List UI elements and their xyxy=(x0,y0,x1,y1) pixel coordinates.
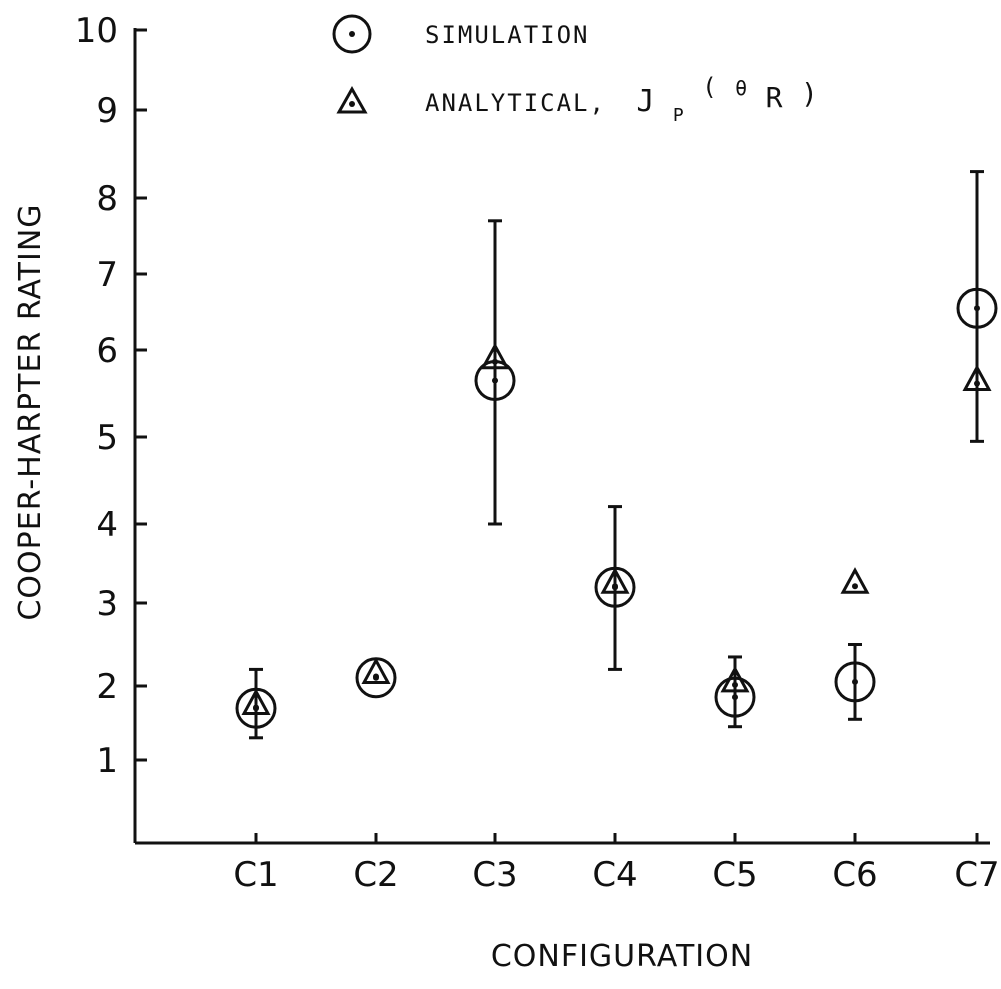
x-tick-label-C4: C4 xyxy=(592,855,637,895)
y-tick-label-6: 6 xyxy=(96,331,118,371)
y-tick-label-5: 5 xyxy=(96,418,118,458)
legend-formula-sub-r: R xyxy=(766,81,785,114)
analytical-point-C3 xyxy=(480,342,510,370)
simulation-point-dot-C5 xyxy=(732,694,738,701)
legend-analytical-marker xyxy=(336,85,368,114)
legend-analytical-label: ANALYTICAL, J P ( θ R ) xyxy=(425,73,820,127)
simulation-point-dot-C6 xyxy=(852,678,858,685)
analytical-point-C2 xyxy=(361,657,391,685)
simulation-point-dot-C1 xyxy=(253,705,259,712)
data-markers xyxy=(235,287,998,729)
y-axis-title: COOPER-HARPTER RATING xyxy=(13,203,48,620)
simulation-point-C1 xyxy=(235,687,277,729)
y-tick-label-3: 3 xyxy=(96,584,118,624)
legend-formula-theta: θ xyxy=(735,76,749,100)
legend: SIMULATION ANALYTICAL, J P ( θ R ) xyxy=(332,14,820,127)
legend-formula-sub-p: P xyxy=(673,105,686,126)
analytical-point-dot-C6 xyxy=(852,583,858,590)
y-tick-label-2: 2 xyxy=(96,667,118,707)
x-axis-title: CONFIGURATION xyxy=(491,939,753,974)
x-tick-label-C7: C7 xyxy=(954,855,999,895)
y-axis-ticks: 1 2 3 4 5 6 7 8 9 10 xyxy=(75,11,147,781)
simulation-point-C6 xyxy=(834,661,876,703)
analytical-point-C6 xyxy=(840,567,870,594)
y-tick-label-7: 7 xyxy=(96,255,118,295)
analytical-point-C7 xyxy=(962,364,992,391)
legend-formula-paren-close: ) xyxy=(801,77,820,110)
x-tick-label-C5: C5 xyxy=(712,855,757,895)
simulation-point-dot-C3 xyxy=(492,377,498,384)
y-tick-label-8: 8 xyxy=(96,179,118,219)
x-tick-label-C6: C6 xyxy=(832,855,877,895)
x-tick-label-C2: C2 xyxy=(353,855,398,895)
analytical-point-dot-C5 xyxy=(732,681,738,688)
y-tick-label-1: 1 xyxy=(96,741,118,781)
legend-analytical-prefix: ANALYTICAL, xyxy=(425,89,606,117)
simulation-point-C4 xyxy=(594,566,636,608)
simulation-point-C2 xyxy=(355,657,397,699)
simulation-point-dot-C4 xyxy=(612,584,618,591)
x-tick-label-C3: C3 xyxy=(472,855,517,895)
simulation-point-dot-C2 xyxy=(373,674,379,681)
simulation-point-C7 xyxy=(956,287,998,329)
legend-simulation-label: SIMULATION xyxy=(425,21,590,49)
x-tick-label-C1: C1 xyxy=(233,855,278,895)
legend-formula-paren-open: ( xyxy=(702,73,718,101)
legend-formula-j: J xyxy=(636,84,656,119)
y-tick-label-9: 9 xyxy=(96,91,118,131)
y-tick-label-10: 10 xyxy=(75,11,118,51)
legend-simulation-marker xyxy=(332,14,372,54)
simulation-point-C3 xyxy=(474,359,516,401)
simulation-point-C5 xyxy=(714,676,756,718)
analytical-point-C4 xyxy=(600,567,630,594)
x-axis-ticks: C1 C2 C3 C4 C5 C6 C7 xyxy=(233,833,1000,895)
simulation-point-dot-C7 xyxy=(974,305,980,312)
analytical-point-C1 xyxy=(241,688,271,715)
y-tick-label-4: 4 xyxy=(96,505,118,545)
analytical-point-dot-C7 xyxy=(974,380,980,387)
error-bars xyxy=(249,170,984,740)
